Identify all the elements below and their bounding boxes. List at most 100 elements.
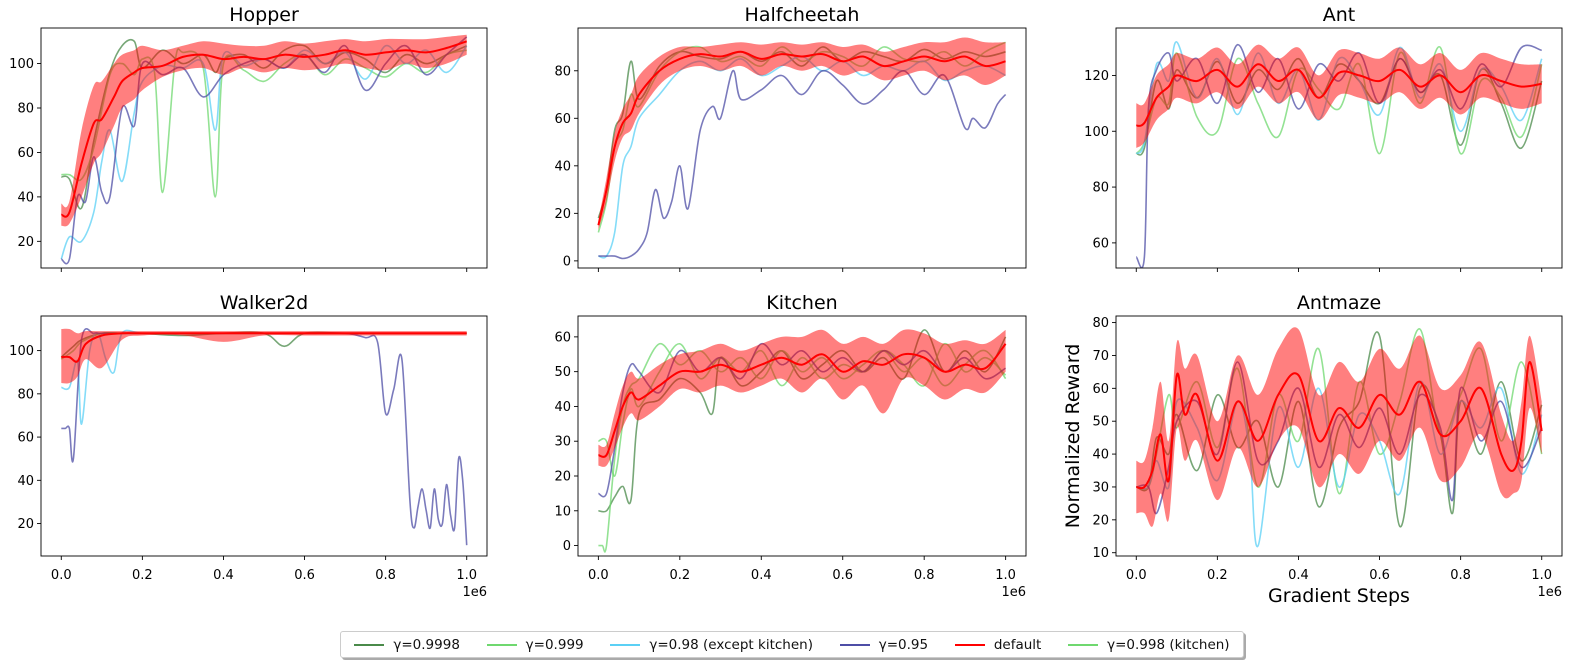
x-tick-label: 0.6 [294, 568, 315, 583]
y-tick-label: 30 [554, 435, 571, 450]
legend-label: γ=0.999 [525, 636, 584, 653]
y-tick-label: 60 [1092, 382, 1109, 397]
axes-frame [40, 27, 488, 269]
y-tick-label: 60 [1092, 236, 1109, 251]
y-tick-label: 20 [554, 207, 571, 222]
legend-label: γ=0.95 [878, 636, 929, 653]
y-tick-label: 50 [554, 365, 571, 380]
y-tick-label: 100 [1084, 125, 1109, 140]
y-tick-label: 10 [554, 504, 571, 519]
y-tick-label: 80 [17, 102, 34, 117]
axes-frame [1115, 315, 1563, 557]
series-line-0-95 [61, 328, 468, 546]
x-tick-label: 1.0 [1531, 568, 1552, 583]
chart-title: Ant [1323, 4, 1356, 26]
y-tick-label: 60 [554, 330, 571, 345]
y-tick-label: 60 [17, 431, 34, 446]
band-default [1136, 44, 1542, 149]
x-tick-label: 0.2 [669, 568, 690, 583]
legend-item-default: default [954, 636, 1042, 653]
axes-frame [577, 315, 1027, 557]
x-tick-label: 0.8 [375, 568, 396, 583]
series-line-0-999 [1135, 46, 1543, 155]
chart-title: Walker2d [220, 292, 308, 314]
x-tick-label: 0.8 [914, 568, 935, 583]
legend-item-gamma-0999: γ=0.999 [486, 636, 584, 653]
axes-frame [40, 315, 488, 557]
band-default [61, 34, 467, 227]
legend-swatch [839, 643, 870, 646]
series-line-default [597, 50, 1006, 226]
series-line-default [1136, 360, 1543, 490]
band-default [598, 329, 1006, 467]
legend: γ=0.9998 γ=0.999 γ=0.98 (except kitchen)… [340, 631, 1244, 658]
x-tick-label: 0.6 [1369, 568, 1390, 583]
x-tick-label: 0.0 [588, 568, 609, 583]
legend-swatch [486, 643, 517, 646]
chart-panel-kitchen: 0 10 20 30 40 50 60 0.0 0.2 0.4 0.6 0.8 1.0 1e6 Kitche… [554, 292, 1027, 600]
legend-label: γ=0.9998 [393, 636, 460, 653]
legend-item-gamma-095: γ=0.95 [839, 636, 929, 653]
y-tick-label: 80 [1092, 181, 1109, 196]
x-tick-label: 0.8 [1450, 568, 1471, 583]
x-offset-label: 1e6 [462, 585, 487, 600]
x-offset-label: 1e6 [1001, 585, 1026, 600]
y-tick-label: 20 [17, 517, 34, 532]
y-tick-label: 60 [17, 146, 34, 161]
y-tick-label: 0 [563, 254, 571, 269]
y-tick-label: 40 [17, 474, 34, 489]
y-tick-label: 100 [9, 57, 34, 72]
y-tick-label: 40 [554, 400, 571, 415]
y-tick-label: 10 [1092, 546, 1109, 561]
series-line-0-98-except-kitchen [598, 55, 1006, 259]
band-default [1136, 327, 1542, 527]
y-tick-label: 20 [1092, 513, 1109, 528]
legend-label: γ=0.998 (kitchen) [1107, 636, 1230, 653]
chart-title: Kitchen [766, 292, 837, 314]
series-line-default [598, 343, 1007, 458]
legend-item-gamma-0998-kitchen: γ=0.998 (kitchen) [1068, 636, 1230, 653]
band-default [61, 328, 467, 384]
y-tick-label: 30 [1092, 480, 1109, 495]
y-tick-label: 50 [1092, 415, 1109, 430]
legend-swatch [1068, 643, 1099, 646]
legend-swatch [354, 643, 385, 646]
x-tick-label: 0.2 [132, 568, 153, 583]
y-tick-label: 80 [554, 64, 571, 79]
x-tick-label: 0.4 [213, 568, 234, 583]
y-tick-label: 100 [9, 344, 34, 359]
y-tick-label: 0 [563, 539, 571, 554]
x-tick-label: 0.0 [51, 568, 72, 583]
y-tick-label: 40 [554, 159, 571, 174]
y-tick-label: 40 [17, 190, 34, 205]
y-tick-label: 20 [554, 470, 571, 485]
x-tick-label: 0.0 [1126, 568, 1147, 583]
x-tick-label: 1.0 [995, 568, 1016, 583]
legend-swatch [954, 643, 985, 646]
y-tick-label: 80 [17, 387, 34, 402]
series-line-default [1135, 63, 1542, 127]
y-tick-label: 20 [17, 235, 34, 250]
axes-frame [577, 27, 1027, 269]
legend-item-gamma-098: γ=0.98 (except kitchen) [610, 637, 813, 653]
series-line-0-95 [598, 69, 1007, 260]
legend-label: γ=0.98 (except kitchen) [649, 636, 813, 653]
x-tick-label: 0.6 [832, 568, 853, 583]
series-line-default [61, 332, 467, 363]
chart-panel-halfcheetah: 0 20 40 60 80 Halfcheetah [554, 4, 1027, 272]
x-tick-label: 0.4 [1288, 568, 1309, 583]
chart-panel-antmaze: 10 20 30 40 50 60 70 80 0.0 0.2 0.4 0.6 0.8 1.0 1e6 Ant… [1062, 292, 1563, 607]
x-tick-label: 0.4 [751, 568, 772, 583]
y-axis-label: Normalized Reward [1062, 344, 1084, 529]
chart-title: Halfcheetah [745, 4, 860, 26]
x-axis-label: Gradient Steps [1268, 585, 1410, 607]
y-tick-label: 60 [554, 112, 571, 127]
legend-swatch [610, 643, 641, 646]
legend-label: default [993, 636, 1042, 653]
y-tick-label: 40 [1092, 448, 1109, 463]
chart-panel-walker2d: 20 40 60 80 100 0.0 0.2 0.4 0.6 0.8 1.0 1e6 Walker2d [9, 292, 488, 600]
y-tick-label: 80 [1092, 316, 1109, 331]
series-line-default [61, 40, 468, 218]
x-offset-label: 1e6 [1537, 585, 1562, 600]
